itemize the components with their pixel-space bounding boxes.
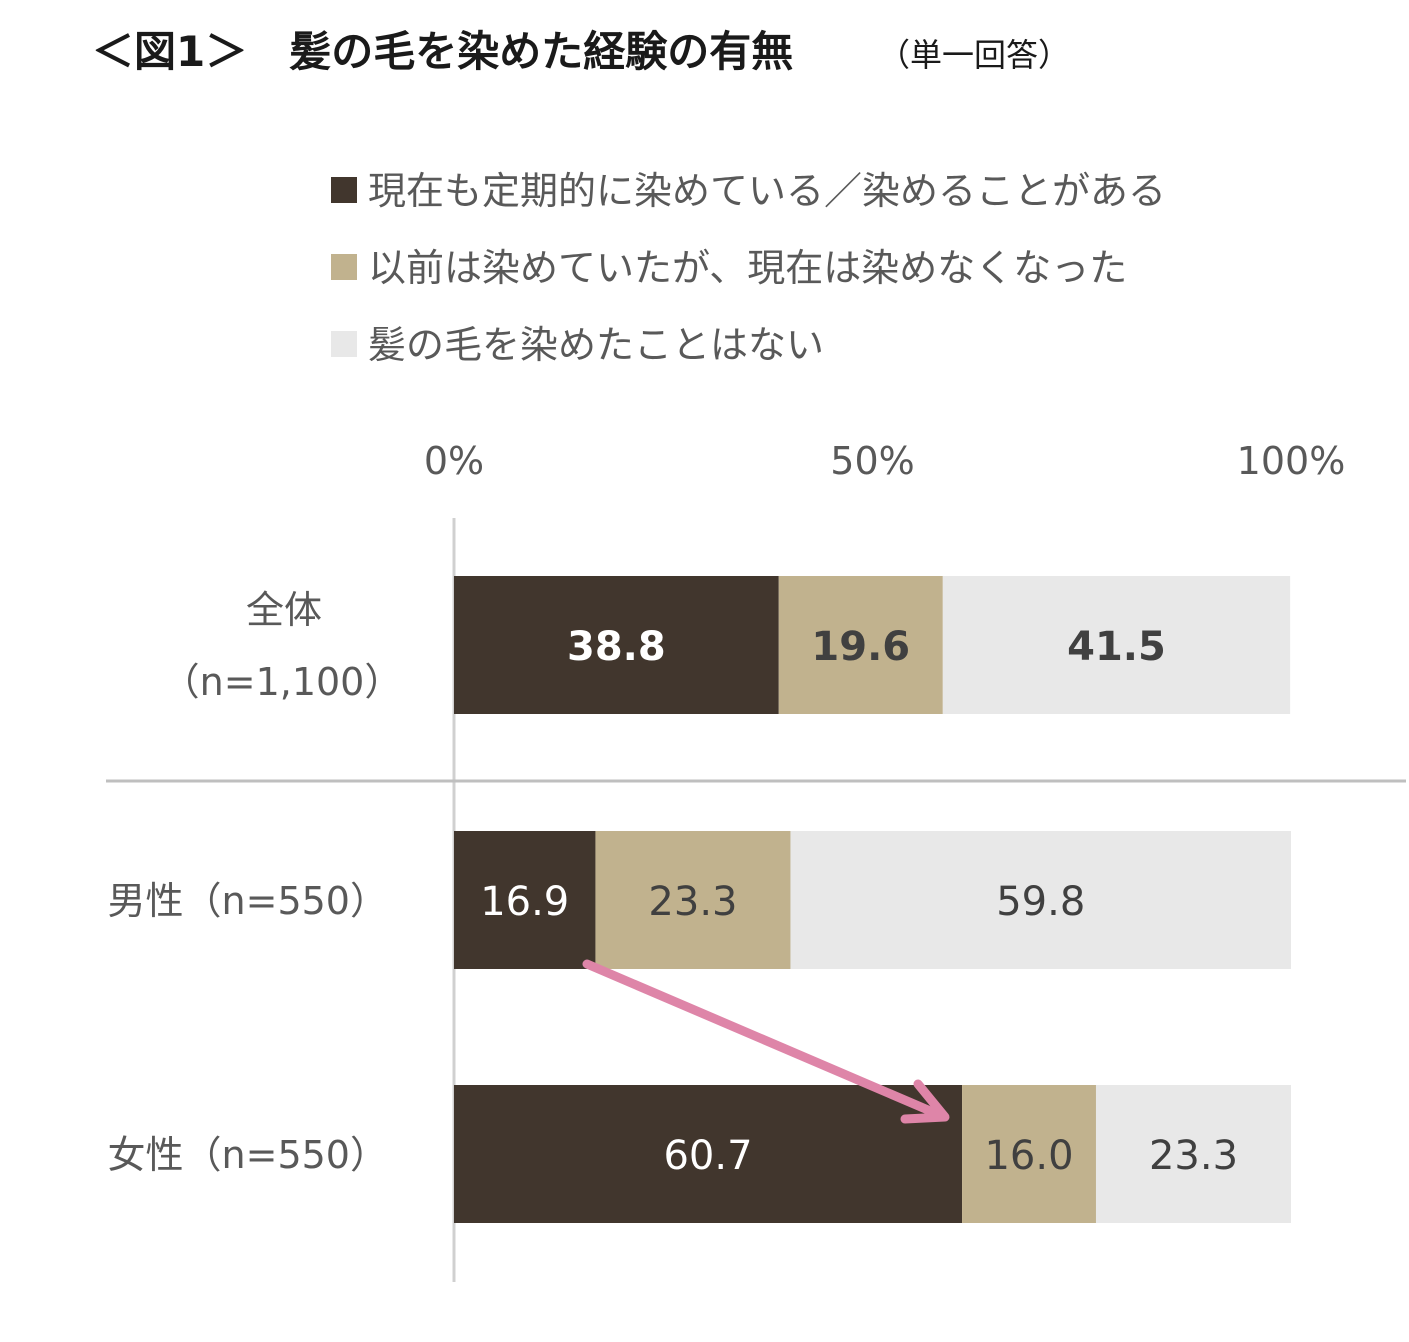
data-label: 59.8 bbox=[996, 879, 1085, 925]
data-label: 60.7 bbox=[663, 1133, 752, 1179]
data-label: 41.5 bbox=[1067, 624, 1166, 670]
bars: 38.8 19.6 41.5 16.9 23.3 59.8 60.7 16.0 23.3 bbox=[454, 576, 1291, 1223]
category-sublabel: （n=1,100） bbox=[162, 660, 403, 704]
data-label: 16.9 bbox=[480, 879, 569, 925]
legend-label: 以前は染めていたが、現在は染めなくなった bbox=[368, 246, 1127, 290]
highlight-arrow bbox=[582, 959, 950, 1124]
bar-segment bbox=[595, 831, 791, 969]
bar-segment bbox=[454, 576, 779, 714]
legend-label: 髪の毛を染めたことはない bbox=[368, 323, 824, 367]
legend-swatch bbox=[331, 331, 357, 357]
bar-segment bbox=[454, 1085, 963, 1223]
data-label: 19.6 bbox=[811, 624, 910, 670]
category-labels: 全体 （n=1,100） 男性（n=550） 女性（n=550） bbox=[108, 588, 403, 1177]
data-label: 23.3 bbox=[648, 879, 737, 925]
bar-segment bbox=[454, 831, 596, 969]
data-label: 38.8 bbox=[567, 624, 666, 670]
arrow-head bbox=[900, 1079, 950, 1124]
category-label: 男性（n=550） bbox=[108, 879, 388, 923]
arrow-shaft bbox=[582, 959, 947, 1121]
bar-segment bbox=[962, 1085, 1096, 1223]
x-tick-label: 50% bbox=[830, 439, 914, 483]
category-label: 女性（n=550） bbox=[108, 1133, 388, 1177]
legend-label: 現在も定期的に染めている／染めることがある bbox=[368, 169, 1166, 213]
data-label: 16.0 bbox=[984, 1133, 1073, 1179]
legend-swatch bbox=[331, 254, 357, 280]
category-label: 全体 bbox=[246, 588, 322, 632]
x-tick-label: 0% bbox=[424, 439, 484, 483]
bar-segment bbox=[942, 576, 1291, 714]
data-label: 23.3 bbox=[1149, 1133, 1238, 1179]
bar-segment bbox=[778, 576, 943, 714]
legend: 現在も定期的に染めている／染めることがある以前は染めていたが、現在は染めなくなっ… bbox=[331, 169, 1166, 367]
x-tick-label: 100% bbox=[1237, 439, 1346, 483]
chart-title: ＜図1＞ 髪の毛を染めた経験の有無 bbox=[92, 27, 793, 76]
bar-segment bbox=[1095, 1085, 1291, 1223]
x-axis-ticks: 0% 50% 100% bbox=[424, 439, 1345, 483]
legend-swatch bbox=[331, 177, 357, 203]
chart-subtitle: （単一回答） bbox=[878, 36, 1070, 74]
bar-segment bbox=[790, 831, 1291, 969]
